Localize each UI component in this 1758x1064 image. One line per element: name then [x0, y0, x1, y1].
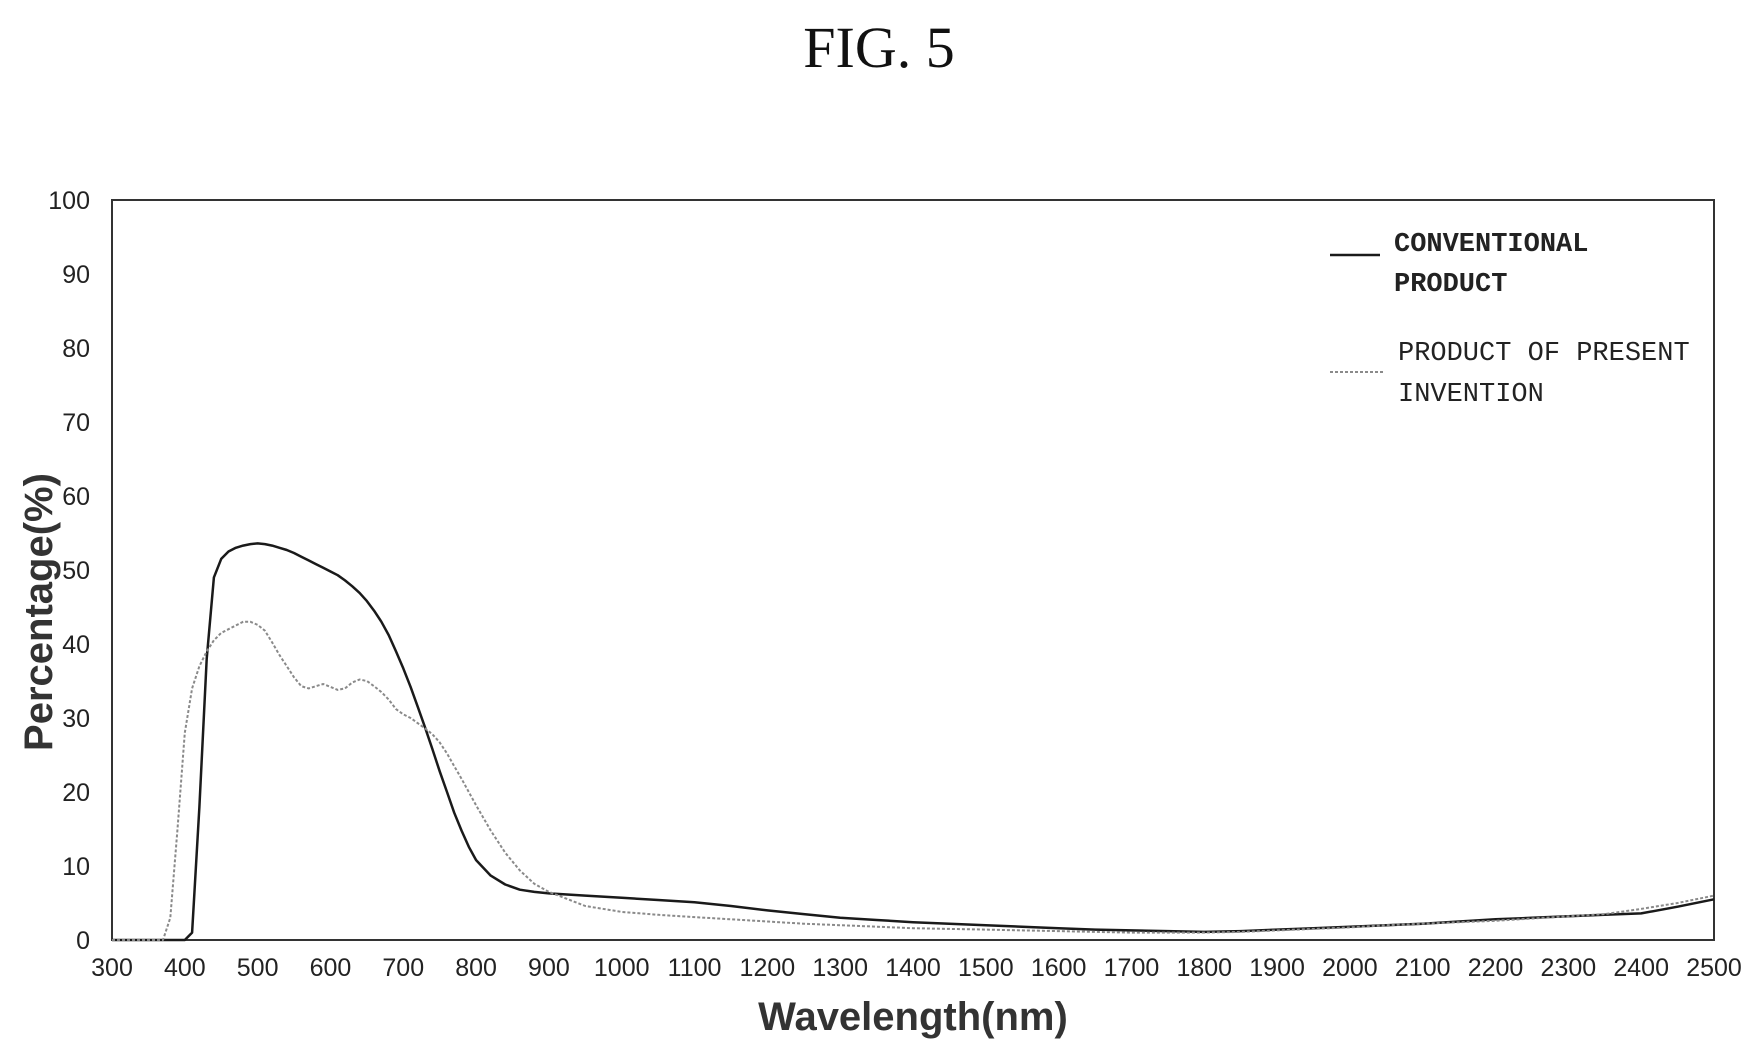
legend-label-conventional-line1: CONVENTIONAL — [1394, 230, 1588, 260]
y-tick-label: 50 — [62, 557, 90, 585]
y-tick-label: 60 — [62, 483, 90, 511]
x-tick-label: 1700 — [1104, 954, 1160, 982]
y-tick-label: 30 — [62, 705, 90, 733]
x-tick-label: 1900 — [1249, 954, 1305, 982]
x-tick-label: 1800 — [1176, 954, 1232, 982]
x-tick-label: 2300 — [1541, 954, 1597, 982]
legend-label-conventional-line2: PRODUCT — [1394, 270, 1507, 300]
y-tick-label: 70 — [62, 409, 90, 437]
x-tick-label: 1300 — [812, 954, 868, 982]
x-tick-label: 1100 — [668, 954, 722, 982]
x-tick-label: 2000 — [1322, 954, 1378, 982]
x-axis-label: Wavelength(nm) — [758, 995, 1068, 1039]
x-tick-label: 1400 — [885, 954, 941, 982]
y-tick-label: 80 — [62, 335, 90, 363]
x-tick-label: 1600 — [1031, 954, 1087, 982]
y-tick-label: 0 — [76, 927, 90, 955]
x-axis-ticks: 300 400 500 600 700 800 900 1000 1100 1200 1300 140… — [91, 954, 1742, 982]
x-tick-label: 2400 — [1613, 954, 1669, 982]
plot-frame — [111, 199, 1715, 941]
x-tick-label: 700 — [382, 954, 424, 982]
y-tick-label: 100 — [48, 187, 90, 215]
series-line-product-of-present-invention — [112, 620, 1715, 941]
x-tick-label: 600 — [310, 954, 352, 982]
x-tick-label: 2500 — [1686, 954, 1742, 982]
legend-label-invention-line1: PRODUCT OF PRESENT — [1398, 339, 1690, 369]
y-tick-label: 20 — [62, 779, 90, 807]
x-tick-label: 900 — [528, 954, 570, 982]
x-tick-label: 1200 — [740, 954, 796, 982]
y-tick-label: 90 — [62, 261, 90, 289]
series-lines — [112, 542, 1715, 942]
x-tick-label: 300 — [91, 954, 133, 982]
x-tick-label: 800 — [455, 954, 497, 982]
y-tick-label: 40 — [62, 631, 90, 659]
y-tick-label: 10 — [62, 853, 90, 881]
series-line-conventional-product — [112, 542, 1715, 942]
x-tick-label: 2100 — [1395, 954, 1451, 982]
x-tick-label: 400 — [164, 954, 206, 982]
figure-title: FIG. 5 — [803, 15, 955, 80]
y-axis-label: Percentage(%) — [17, 473, 61, 751]
x-tick-label: 2200 — [1468, 954, 1524, 982]
legend: CONVENTIONAL PRODUCT PRODUCT OF PRESENT … — [1330, 230, 1690, 410]
x-tick-label: 1000 — [594, 954, 650, 982]
y-axis-ticks: 0 10 20 30 40 50 60 70 80 90 100 — [48, 187, 90, 955]
x-tick-label: 500 — [237, 954, 279, 982]
legend-label-invention-line2: INVENTION — [1398, 380, 1544, 410]
x-tick-label: 1500 — [958, 954, 1014, 982]
